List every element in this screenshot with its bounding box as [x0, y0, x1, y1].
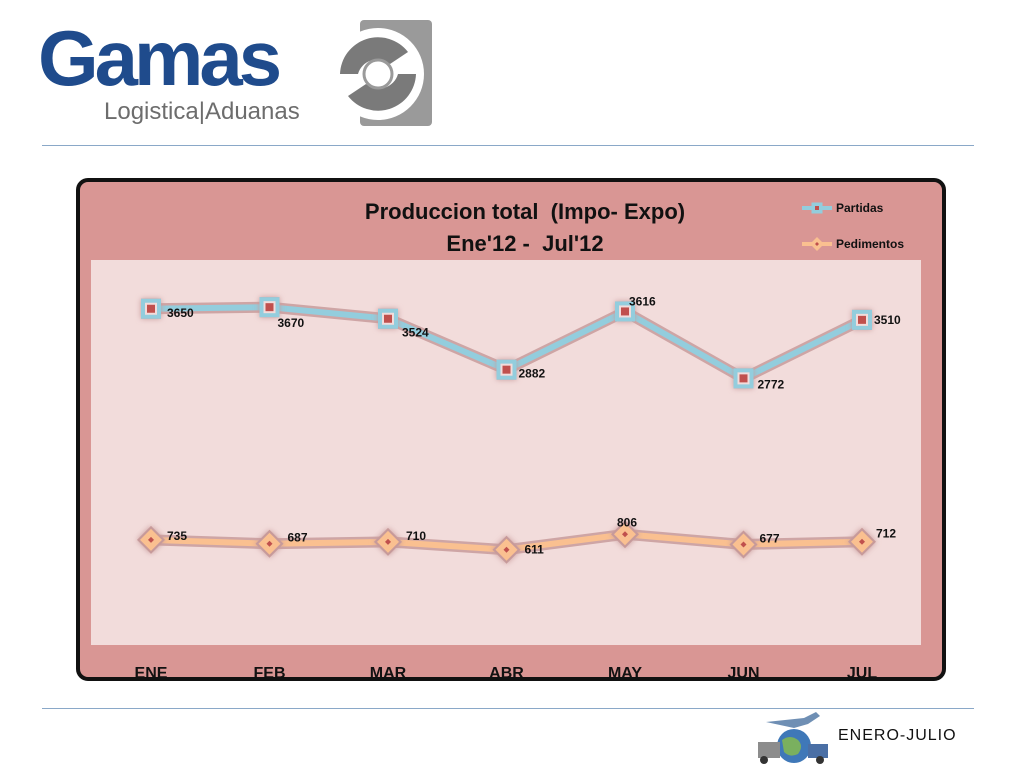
brand-name: Gamas	[38, 14, 282, 102]
data-label: 611	[525, 543, 545, 557]
chart-title-block: Produccion total (Impo- Expo) Ene'12 - J…	[300, 196, 750, 260]
brand-tagline: Logistica|Aduanas	[104, 98, 300, 125]
data-point-center	[622, 531, 628, 538]
data-point-center	[502, 365, 511, 374]
legend-partidas-swatch	[802, 202, 832, 214]
logo-swirl-icon	[332, 20, 432, 126]
plot-area	[91, 260, 921, 645]
legend-item-pedimentos: Pedimentos	[800, 234, 940, 254]
data-point-center	[739, 374, 748, 383]
data-label: 806	[617, 515, 637, 529]
top-divider	[42, 145, 974, 146]
logistics-globe-icon	[758, 712, 828, 764]
legend-item-partidas: Partidas	[800, 198, 940, 218]
data-label: 3510	[874, 313, 901, 327]
x-tick-label: MAR	[370, 665, 407, 682]
chart-subtitle: Ene'12 - Jul'12	[446, 231, 604, 256]
data-point-center	[265, 303, 274, 312]
data-label: 687	[288, 531, 308, 545]
data-point-center	[858, 315, 866, 324]
data-label: 677	[760, 532, 780, 546]
x-tick-label: ABR	[489, 665, 524, 682]
period-label: ENERO-JULIO	[838, 727, 957, 744]
data-point-center	[503, 546, 510, 553]
data-point-center	[621, 307, 629, 316]
legend-label-pedimentos: Pedimentos	[836, 237, 905, 251]
data-label: 3524	[402, 326, 429, 340]
data-label: 2772	[758, 377, 785, 391]
series-partidas: 3650 3670 3524 2882 3616 2772 3510	[141, 294, 901, 391]
data-point-center	[859, 538, 865, 545]
data-point-center	[384, 314, 392, 323]
x-tick-label: ENE	[135, 665, 168, 682]
data-label: 2882	[519, 367, 546, 381]
x-tick-label: JUL	[847, 665, 877, 682]
data-point-center	[740, 541, 747, 548]
bottom-divider	[42, 708, 974, 709]
x-tick-label: FEB	[254, 665, 286, 682]
chart-title: Produccion total (Impo- Expo)	[364, 199, 686, 224]
data-label: 735	[167, 529, 187, 543]
data-label: 3616	[629, 294, 656, 308]
legend-label-partidas: Partidas	[836, 201, 884, 215]
x-tick-label: MAY	[608, 665, 642, 682]
data-point-center	[385, 538, 391, 545]
series-pedimentos: 735 687 710 611 806 677 712	[137, 515, 896, 564]
data-point-center	[148, 536, 154, 543]
data-label: 710	[406, 529, 426, 543]
data-point-center	[266, 540, 273, 547]
chart-legend: Partidas Pedimentos	[800, 196, 940, 258]
data-label: 712	[876, 527, 896, 541]
data-label: 3650	[167, 306, 194, 320]
data-label: 3670	[278, 316, 305, 330]
legend-pedimentos-swatch	[802, 237, 832, 251]
x-tick-label: JUN	[727, 665, 759, 682]
brand-logo: Gamas Logistica|Aduanas	[38, 18, 438, 130]
data-point-center	[147, 304, 155, 313]
